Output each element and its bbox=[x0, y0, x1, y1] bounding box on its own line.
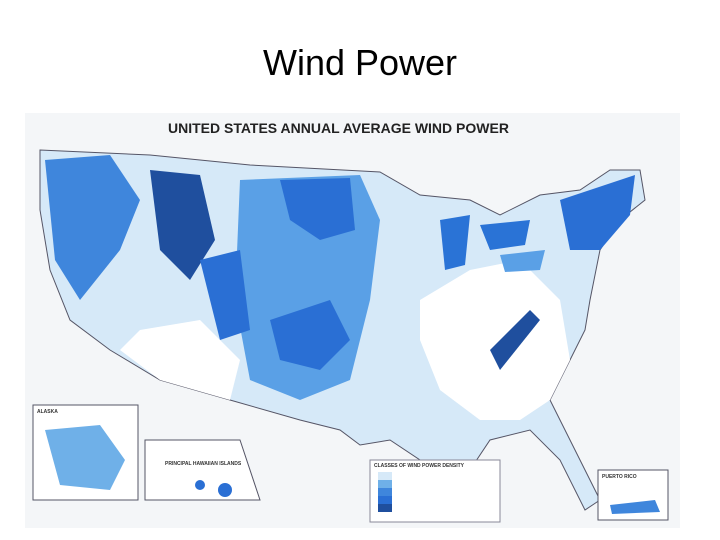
hawaii-inset bbox=[144, 439, 261, 501]
legend-title: CLASSES OF WIND POWER DENSITY bbox=[374, 463, 465, 469]
low-wind-region bbox=[120, 320, 240, 400]
high-wind-region bbox=[560, 175, 635, 250]
legend-swatch bbox=[378, 504, 392, 512]
high-wind-region bbox=[270, 300, 350, 370]
map-title: UNITED STATES ANNUAL AVERAGE WIND POWER bbox=[168, 120, 509, 136]
lake bbox=[440, 215, 470, 270]
inset-label: PRINCIPAL HAWAIIAN ISLANDS bbox=[165, 461, 242, 467]
high-wind-region bbox=[490, 310, 540, 370]
puerto-rico-shape bbox=[610, 500, 660, 514]
legend-swatch bbox=[378, 488, 392, 496]
lake bbox=[500, 250, 545, 272]
inset-label: ALASKA bbox=[37, 409, 58, 415]
legend-swatch bbox=[378, 472, 392, 480]
high-wind-region bbox=[200, 250, 250, 340]
slide-title: Wind Power bbox=[262, 42, 458, 83]
high-wind-region bbox=[280, 178, 355, 240]
legend-swatch bbox=[378, 496, 392, 504]
low-wind-region bbox=[420, 260, 570, 420]
island bbox=[195, 480, 205, 490]
island bbox=[218, 483, 232, 497]
high-wind-region bbox=[150, 170, 215, 280]
medium-wind-region bbox=[45, 155, 140, 300]
inset-label: PUERTO RICO bbox=[602, 474, 637, 480]
alaska-shape bbox=[45, 425, 125, 490]
legend-swatch bbox=[378, 480, 392, 488]
lake bbox=[480, 220, 530, 250]
